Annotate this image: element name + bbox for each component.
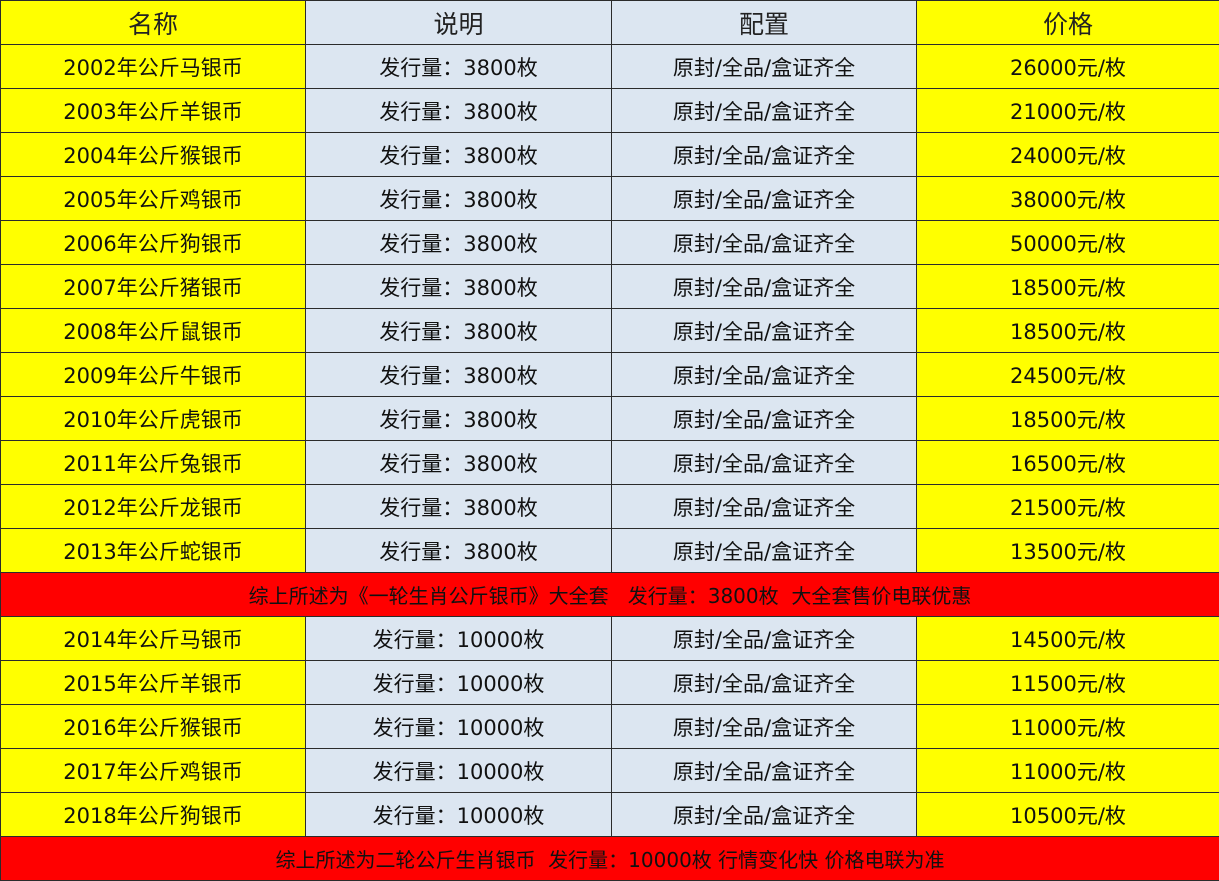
price-cell: 21000元/枚	[917, 89, 1219, 133]
price-cell: 13500元/枚	[917, 529, 1219, 573]
description-cell: 发行量：10000枚	[306, 749, 612, 793]
configuration-cell: 原封/全品/盒证齐全	[612, 749, 917, 793]
price-cell: 38000元/枚	[917, 177, 1219, 221]
header-name: 名称	[1, 1, 306, 45]
coin-name-cell: 2013年公斤蛇银币	[1, 529, 306, 573]
coin-name-cell: 2014年公斤马银币	[1, 617, 306, 661]
header-configuration: 配置	[612, 1, 917, 45]
coin-name-cell: 2018年公斤狗银币	[1, 793, 306, 837]
description-cell: 发行量：3800枚	[306, 441, 612, 485]
coin-name-cell: 2003年公斤羊银币	[1, 89, 306, 133]
configuration-cell: 原封/全品/盒证齐全	[612, 45, 917, 89]
coin-name-cell: 2016年公斤猴银币	[1, 705, 306, 749]
summary-banner: 综上所述为《一轮生肖公斤银币》大全套 发行量：3800枚 大全套售价电联优惠	[1, 573, 1219, 617]
description-cell: 发行量：3800枚	[306, 397, 612, 441]
configuration-cell: 原封/全品/盒证齐全	[612, 89, 917, 133]
summary-banner-row: 综上所述为二轮公斤生肖银币 发行量：10000枚 行情变化快 价格电联为准	[1, 837, 1219, 881]
price-cell: 11000元/枚	[917, 705, 1219, 749]
price-cell: 26000元/枚	[917, 45, 1219, 89]
configuration-cell: 原封/全品/盒证齐全	[612, 529, 917, 573]
configuration-cell: 原封/全品/盒证齐全	[612, 793, 917, 837]
price-cell: 11000元/枚	[917, 749, 1219, 793]
description-cell: 发行量：10000枚	[306, 793, 612, 837]
description-cell: 发行量：10000枚	[306, 705, 612, 749]
description-cell: 发行量：3800枚	[306, 221, 612, 265]
price-cell: 24000元/枚	[917, 133, 1219, 177]
coin-name-cell: 2017年公斤鸡银币	[1, 749, 306, 793]
description-cell: 发行量：3800枚	[306, 353, 612, 397]
price-cell: 10500元/枚	[917, 793, 1219, 837]
configuration-cell: 原封/全品/盒证齐全	[612, 661, 917, 705]
description-cell: 发行量：3800枚	[306, 177, 612, 221]
coin-name-cell: 2007年公斤猪银币	[1, 265, 306, 309]
coin-name-cell: 2012年公斤龙银币	[1, 485, 306, 529]
description-cell: 发行量：3800枚	[306, 265, 612, 309]
configuration-cell: 原封/全品/盒证齐全	[612, 441, 917, 485]
configuration-cell: 原封/全品/盒证齐全	[612, 353, 917, 397]
description-cell: 发行量：3800枚	[306, 89, 612, 133]
coin-name-cell: 2009年公斤牛银币	[1, 353, 306, 397]
configuration-cell: 原封/全品/盒证齐全	[612, 617, 917, 661]
coin-name-cell: 2015年公斤羊银币	[1, 661, 306, 705]
price-cell: 50000元/枚	[917, 221, 1219, 265]
price-cell: 18500元/枚	[917, 265, 1219, 309]
configuration-cell: 原封/全品/盒证齐全	[612, 309, 917, 353]
coin-name-cell: 2011年公斤兔银币	[1, 441, 306, 485]
description-cell: 发行量：10000枚	[306, 661, 612, 705]
header-row: 名称 说明 配置 价格	[1, 1, 1219, 45]
header-price: 价格	[917, 1, 1219, 45]
price-cell: 16500元/枚	[917, 441, 1219, 485]
coin-name-cell: 2004年公斤猴银币	[1, 133, 306, 177]
coin-name-cell: 2002年公斤马银币	[1, 45, 306, 89]
configuration-cell: 原封/全品/盒证齐全	[612, 485, 917, 529]
description-cell: 发行量：3800枚	[306, 309, 612, 353]
price-cell: 24500元/枚	[917, 353, 1219, 397]
configuration-cell: 原封/全品/盒证齐全	[612, 705, 917, 749]
coin-name-cell: 2005年公斤鸡银币	[1, 177, 306, 221]
coin-name-cell: 2006年公斤狗银币	[1, 221, 306, 265]
configuration-cell: 原封/全品/盒证齐全	[612, 177, 917, 221]
header-description: 说明	[306, 1, 612, 45]
configuration-cell: 原封/全品/盒证齐全	[612, 221, 917, 265]
configuration-cell: 原封/全品/盒证齐全	[612, 397, 917, 441]
configuration-cell: 原封/全品/盒证齐全	[612, 265, 917, 309]
price-cell: 11500元/枚	[917, 661, 1219, 705]
description-cell: 发行量：3800枚	[306, 45, 612, 89]
price-cell: 21500元/枚	[917, 485, 1219, 529]
description-cell: 发行量：3800枚	[306, 133, 612, 177]
summary-banner: 综上所述为二轮公斤生肖银币 发行量：10000枚 行情变化快 价格电联为准	[1, 837, 1219, 881]
summary-banner-row: 综上所述为《一轮生肖公斤银币》大全套 发行量：3800枚 大全套售价电联优惠	[1, 573, 1219, 617]
price-cell: 18500元/枚	[917, 397, 1219, 441]
description-cell: 发行量：3800枚	[306, 485, 612, 529]
coin-name-cell: 2010年公斤虎银币	[1, 397, 306, 441]
price-cell: 18500元/枚	[917, 309, 1219, 353]
description-cell: 发行量：10000枚	[306, 617, 612, 661]
configuration-cell: 原封/全品/盒证齐全	[612, 133, 917, 177]
description-cell: 发行量：3800枚	[306, 529, 612, 573]
coin-name-cell: 2008年公斤鼠银币	[1, 309, 306, 353]
price-cell: 14500元/枚	[917, 617, 1219, 661]
